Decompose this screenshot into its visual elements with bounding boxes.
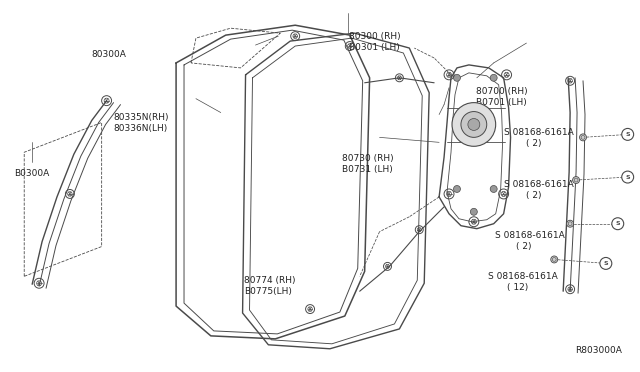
- Circle shape: [551, 256, 557, 263]
- Text: S 08168-6161A: S 08168-6161A: [504, 180, 574, 189]
- Circle shape: [461, 112, 487, 137]
- Circle shape: [490, 74, 497, 81]
- Text: 80300A: 80300A: [92, 51, 126, 60]
- Text: B0731 (LH): B0731 (LH): [342, 165, 393, 174]
- Circle shape: [468, 119, 480, 131]
- Text: S: S: [616, 221, 620, 226]
- Circle shape: [566, 220, 573, 227]
- Text: ( 2): ( 2): [527, 191, 542, 200]
- Circle shape: [573, 177, 580, 183]
- Text: 80730 (RH): 80730 (RH): [342, 154, 394, 163]
- Circle shape: [580, 134, 586, 141]
- Circle shape: [452, 103, 495, 146]
- Circle shape: [600, 257, 612, 269]
- Circle shape: [454, 74, 460, 81]
- Circle shape: [612, 218, 624, 230]
- Text: ( 12): ( 12): [508, 283, 529, 292]
- Text: 80774 (RH): 80774 (RH): [244, 276, 295, 285]
- Text: ( 2): ( 2): [527, 139, 542, 148]
- Text: S: S: [625, 132, 630, 137]
- Circle shape: [621, 171, 634, 183]
- Text: 80300 (RH): 80300 (RH): [349, 32, 400, 41]
- Text: S 08168-6161A: S 08168-6161A: [488, 272, 558, 281]
- Text: 80700 (RH): 80700 (RH): [476, 87, 527, 96]
- Text: B0300A: B0300A: [14, 169, 49, 177]
- Circle shape: [490, 186, 497, 192]
- Circle shape: [621, 128, 634, 140]
- Text: S 08168-6161A: S 08168-6161A: [495, 231, 564, 240]
- Text: B0301 (LH): B0301 (LH): [349, 43, 399, 52]
- Text: 80336N(LH): 80336N(LH): [113, 124, 168, 133]
- Circle shape: [454, 186, 460, 192]
- Circle shape: [470, 208, 477, 215]
- Text: ( 2): ( 2): [516, 243, 531, 251]
- Text: R803000A: R803000A: [575, 346, 621, 355]
- Text: S: S: [604, 261, 608, 266]
- Text: B0701 (LH): B0701 (LH): [476, 99, 526, 108]
- Text: S: S: [625, 174, 630, 180]
- Text: B0775(LH): B0775(LH): [244, 287, 292, 296]
- Text: 80335N(RH): 80335N(RH): [113, 113, 169, 122]
- Text: S 08168-6161A: S 08168-6161A: [504, 128, 574, 137]
